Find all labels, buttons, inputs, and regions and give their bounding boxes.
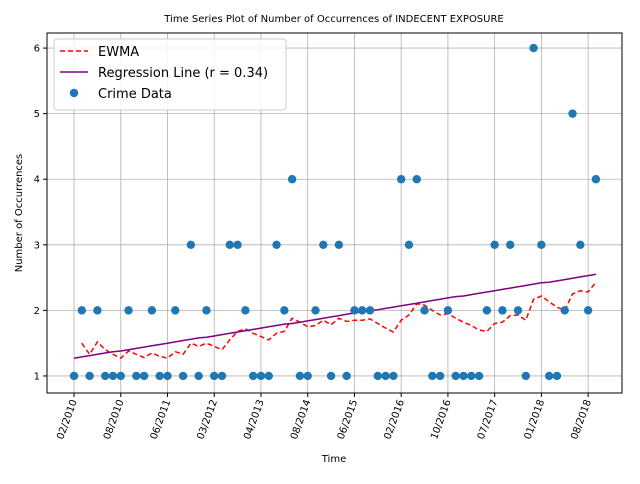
data-point — [280, 306, 289, 315]
data-point — [521, 371, 531, 381]
data-point — [124, 306, 133, 315]
data-point — [319, 240, 328, 250]
x-tick-label: 08/2018 — [569, 398, 594, 441]
y-tick-label: 1 — [34, 371, 40, 382]
y-tick-label: 2 — [34, 306, 40, 317]
x-tick-label: 07/2017 — [476, 398, 501, 441]
legend-label: Crime Data — [98, 87, 172, 102]
legend: EWMA Regression Line (r = 0.34) Crime Data — [53, 38, 287, 111]
data-point — [498, 306, 507, 315]
y-axis-label: Number of Occurrences — [14, 154, 25, 273]
x-tick-label: 08/2014 — [289, 398, 314, 441]
data-point — [373, 371, 383, 381]
data-point — [404, 240, 414, 250]
data-point — [412, 175, 421, 184]
data-point — [233, 240, 242, 250]
data-point — [342, 371, 351, 381]
data-point — [264, 371, 273, 381]
x-tick-label: 02/2016 — [382, 398, 407, 441]
data-point — [147, 306, 157, 315]
data-point — [163, 371, 172, 381]
data-point — [100, 371, 110, 381]
y-tick-label: 5 — [34, 109, 40, 120]
data-point — [467, 371, 476, 381]
data-point — [529, 43, 538, 53]
data-point — [178, 371, 188, 381]
x-tick-label: 03/2012 — [196, 398, 221, 441]
line-series — [73, 273, 597, 359]
data-point — [272, 240, 281, 250]
x-tick-label: 08/2010 — [102, 398, 127, 441]
data-point — [248, 371, 258, 381]
data-point — [171, 306, 180, 315]
data-point — [116, 371, 125, 381]
x-tick-label: 01/2018 — [523, 398, 548, 441]
data-point — [537, 240, 546, 250]
y-tick-label: 6 — [34, 44, 40, 55]
data-point — [85, 371, 94, 381]
data-point — [576, 240, 585, 250]
data-point — [256, 371, 266, 381]
data-point — [295, 371, 305, 381]
data-point — [358, 306, 367, 315]
data-point — [506, 240, 515, 250]
data-point — [186, 240, 196, 250]
data-point — [583, 306, 593, 315]
data-point — [132, 371, 141, 381]
data-point — [69, 371, 79, 381]
x-tick-label: 10/2016 — [429, 398, 454, 441]
data-point — [108, 371, 118, 381]
legend-swatch — [69, 88, 79, 98]
data-point — [210, 371, 219, 381]
legend-label: EWMA — [98, 45, 139, 60]
data-point — [381, 371, 390, 381]
line-series — [81, 281, 597, 360]
data-point — [303, 371, 312, 381]
data-point — [482, 306, 492, 315]
data-point — [513, 306, 523, 315]
data-point — [591, 175, 601, 184]
data-point — [350, 306, 359, 315]
data-point — [474, 371, 484, 381]
data-point — [326, 371, 336, 381]
x-tick-label: 06/2015 — [336, 398, 361, 441]
chart-title: Time Series Plot of Number of Occurrence… — [163, 14, 504, 25]
data-point — [334, 240, 344, 250]
data-point — [202, 306, 211, 315]
y-tick-label: 3 — [34, 240, 40, 251]
data-point — [194, 371, 203, 381]
data-point — [443, 306, 453, 315]
data-point — [225, 240, 235, 250]
data-point — [217, 371, 227, 381]
data-point — [389, 371, 398, 381]
data-point — [451, 371, 460, 381]
data-point — [396, 175, 406, 184]
data-point — [544, 371, 554, 381]
data-point — [420, 306, 429, 315]
data-point — [77, 306, 87, 315]
data-point — [365, 306, 375, 315]
legend-box — [53, 38, 287, 111]
data-point — [459, 371, 468, 381]
data-point — [241, 306, 250, 315]
data-point — [560, 306, 569, 315]
data-point — [155, 371, 164, 381]
x-tick-label: 02/2010 — [55, 398, 80, 441]
data-point — [139, 371, 149, 381]
y-tick-label: 4 — [34, 175, 40, 186]
data-point — [552, 371, 562, 381]
plot-frame — [46, 32, 623, 394]
x-axis-label: Time — [321, 454, 346, 465]
data-point — [435, 371, 445, 381]
data-point — [287, 175, 297, 184]
legend-label: Regression Line (r = 0.34) — [98, 66, 268, 81]
data-point — [311, 306, 320, 315]
x-tick-label: 06/2011 — [149, 398, 174, 441]
data-point — [428, 371, 437, 381]
data-point — [93, 306, 102, 315]
data-point — [568, 109, 577, 118]
x-tick-label: 04/2013 — [242, 398, 267, 441]
data-point — [490, 240, 499, 250]
